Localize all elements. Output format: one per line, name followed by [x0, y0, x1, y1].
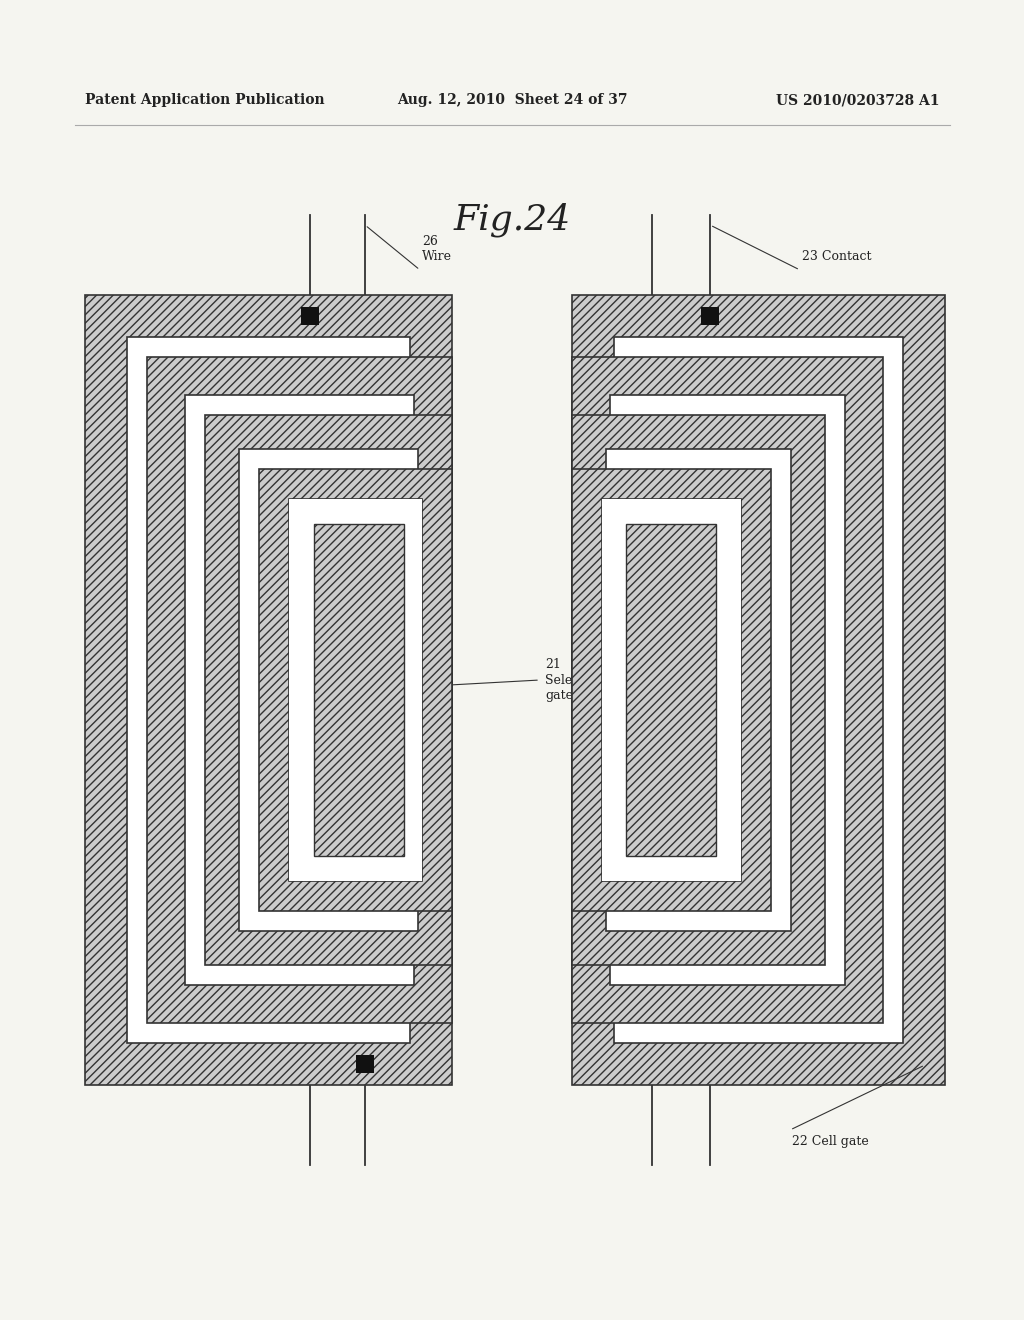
Bar: [301, 367, 319, 385]
Text: US 2010/0203728 A1: US 2010/0203728 A1: [776, 92, 940, 107]
Text: 23 Contact: 23 Contact: [802, 249, 871, 263]
Bar: [289, 499, 422, 880]
Bar: [626, 524, 716, 855]
Bar: [185, 395, 414, 985]
Bar: [301, 995, 319, 1012]
Bar: [572, 414, 825, 965]
Bar: [606, 449, 791, 931]
Bar: [602, 499, 741, 880]
Bar: [205, 414, 452, 965]
Bar: [356, 1055, 374, 1073]
Text: 26
Wire: 26 Wire: [422, 235, 452, 263]
Bar: [610, 395, 845, 985]
Bar: [127, 337, 410, 1043]
Bar: [356, 475, 374, 492]
Text: 22 Cell gate: 22 Cell gate: [792, 1135, 868, 1148]
Text: 21
Selection
gate: 21 Selection gate: [545, 659, 604, 701]
Bar: [643, 887, 662, 906]
Text: Aug. 12, 2010  Sheet 24 of 37: Aug. 12, 2010 Sheet 24 of 37: [396, 92, 628, 107]
Bar: [356, 422, 374, 441]
Bar: [85, 294, 452, 1085]
Bar: [602, 499, 741, 880]
Bar: [301, 308, 319, 325]
Bar: [301, 995, 319, 1012]
Bar: [289, 499, 422, 880]
Bar: [572, 469, 771, 911]
Bar: [147, 356, 452, 1023]
Bar: [572, 294, 945, 1085]
Text: Patent Application Publication: Patent Application Publication: [85, 92, 325, 107]
Bar: [259, 469, 452, 911]
Bar: [314, 524, 404, 855]
Bar: [239, 449, 418, 931]
Bar: [643, 422, 662, 441]
Text: Fig.24: Fig.24: [454, 203, 570, 238]
Bar: [572, 356, 883, 1023]
Bar: [643, 367, 662, 385]
Bar: [701, 995, 719, 1012]
Bar: [701, 308, 719, 325]
Bar: [614, 337, 903, 1043]
